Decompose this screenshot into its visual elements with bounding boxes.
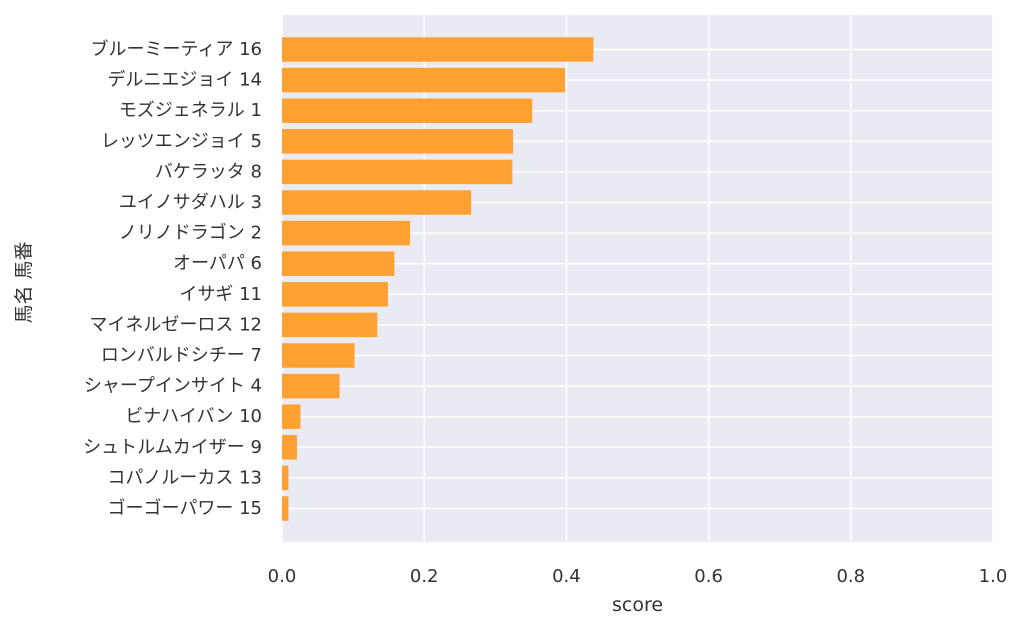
x-tick-label: 0.0 — [268, 566, 297, 587]
y-tick-label: コパノルーカス 13 — [107, 467, 262, 488]
bar — [282, 190, 472, 215]
bar — [282, 312, 378, 338]
y-tick-label: ロンバルドシチー 7 — [101, 345, 262, 366]
y-tick-label: シャープインサイト 4 — [84, 376, 262, 397]
bar — [282, 282, 388, 307]
bar — [282, 496, 289, 521]
y-tick-label: モズジェネラル 1 — [119, 100, 262, 121]
bar — [282, 251, 395, 276]
y-tick-label: ビナハイバン 10 — [125, 406, 262, 427]
bar — [282, 404, 301, 429]
x-tick-label: 0.8 — [836, 566, 865, 587]
plot-background — [282, 15, 993, 542]
x-tick-label: 0.6 — [694, 566, 723, 587]
bar — [282, 67, 565, 93]
bars — [282, 37, 594, 521]
x-tick-label: 0.4 — [552, 566, 581, 587]
y-tick-label: ゴーゴーパワー 15 — [108, 498, 262, 519]
y-tick-label: シュトルムカイザー 9 — [83, 437, 262, 458]
bar — [282, 465, 289, 491]
y-tick-label: オーパパ 6 — [173, 253, 262, 274]
bar — [282, 159, 513, 185]
x-tick-label: 1.0 — [979, 566, 1008, 587]
bar — [282, 373, 340, 399]
y-tick-label: マイネルゼーロス 12 — [89, 314, 262, 335]
y-tick-label: デルニエジョイ 14 — [107, 70, 262, 91]
x-tick-label: 0.2 — [410, 566, 439, 587]
bar — [282, 343, 355, 368]
bar — [282, 435, 297, 460]
y-tick-label: レッツエンジョイ 5 — [101, 131, 262, 152]
y-axis-label: 馬名 馬番 — [13, 241, 35, 323]
bar — [282, 98, 533, 123]
x-tick-labels: 0.0 0.2 0.4 0.6 0.8 1.0 — [268, 566, 1008, 587]
x-axis-label: score — [612, 594, 663, 616]
y-tick-label: バケラッタ 8 — [155, 161, 262, 182]
bar — [282, 129, 514, 154]
y-tick-label: ユイノサダハル 3 — [119, 192, 262, 213]
bar — [282, 37, 594, 62]
bar — [282, 220, 410, 246]
y-tick-labels: ブルーミーティア 16 デルニエジョイ 14 モズジェネラル 1 レッツエンジョイ 5… — [83, 38, 262, 519]
y-tick-label: ノリノドラゴン 2 — [119, 223, 262, 244]
y-tick-label: イサギ 11 — [179, 284, 262, 305]
y-tick-label: ブルーミーティア 16 — [90, 38, 262, 60]
